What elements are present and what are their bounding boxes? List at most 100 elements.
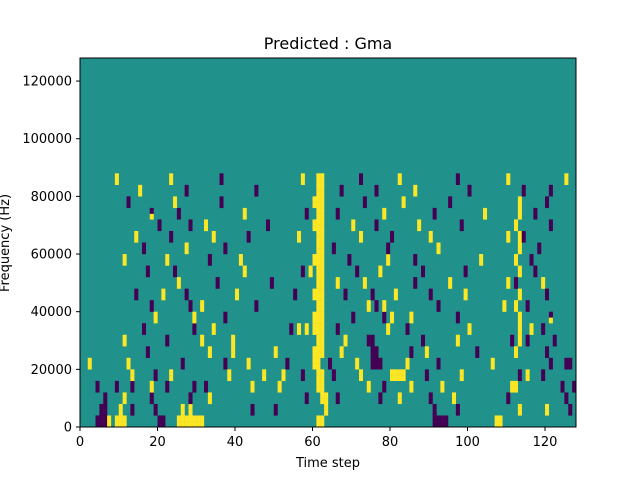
heatmap-cell xyxy=(145,265,150,272)
x-tick-label: 80 xyxy=(382,435,399,450)
heatmap-cell xyxy=(397,375,402,382)
heatmap-cell xyxy=(560,386,565,393)
heatmap-cell xyxy=(378,398,383,405)
heatmap-cell xyxy=(568,409,573,416)
heatmap-cell xyxy=(320,311,325,318)
heatmap-cell xyxy=(99,403,104,410)
heatmap-cell xyxy=(405,357,410,364)
heatmap-cell xyxy=(343,334,348,341)
heatmap-cell xyxy=(417,219,422,226)
heatmap-cell xyxy=(424,375,429,382)
heatmap-cell xyxy=(351,219,356,226)
heatmap-cell xyxy=(320,398,325,405)
heatmap-cell xyxy=(393,294,398,301)
heatmap-cell xyxy=(320,294,325,301)
heatmap-cell xyxy=(390,369,395,376)
heatmap-cell xyxy=(564,173,569,180)
heatmap-cell xyxy=(320,323,325,330)
heatmap-cell xyxy=(316,386,321,393)
heatmap-cell xyxy=(134,294,139,301)
heatmap-cell xyxy=(320,202,325,209)
heatmap-cell xyxy=(517,242,522,249)
heatmap-cell xyxy=(436,305,441,312)
heatmap-cell xyxy=(312,254,317,260)
heatmap-cell xyxy=(320,392,325,399)
heatmap-cell xyxy=(161,294,166,301)
heatmap-cell xyxy=(316,196,321,203)
heatmap-cell xyxy=(103,392,108,399)
heatmap-cell xyxy=(397,173,402,180)
heatmap-cell xyxy=(490,363,495,370)
heatmap-cell xyxy=(184,184,189,191)
heatmap-cell xyxy=(455,173,460,180)
heatmap-cell xyxy=(324,403,329,410)
heatmap-cell xyxy=(467,328,472,335)
heatmap-cell xyxy=(188,225,193,232)
heatmap-cell xyxy=(517,311,522,318)
heatmap-cell xyxy=(184,421,189,428)
heatmap-cell xyxy=(99,409,104,416)
heatmap-cell xyxy=(541,282,546,289)
heatmap-cell xyxy=(514,277,519,284)
heatmap-cell xyxy=(161,415,166,422)
heatmap-cell xyxy=(514,305,519,312)
heatmap-cell xyxy=(153,317,158,324)
heatmap-cell xyxy=(192,317,197,324)
heatmap-cell xyxy=(114,380,119,387)
heatmap-cell xyxy=(223,317,228,324)
heatmap-cell xyxy=(316,207,321,214)
heatmap-cell xyxy=(176,421,181,428)
heatmap-cell xyxy=(548,311,553,318)
heatmap-cell xyxy=(204,219,209,226)
heatmap-cell xyxy=(374,300,379,307)
heatmap-cell xyxy=(335,277,340,284)
heatmap-cell xyxy=(331,375,336,382)
heatmap-cell xyxy=(231,340,236,347)
heatmap-cell xyxy=(405,363,410,370)
heatmap-cell xyxy=(448,282,453,289)
heatmap-cell xyxy=(289,328,294,335)
heatmap-cell xyxy=(560,380,565,387)
heatmap-cell xyxy=(285,357,290,364)
heatmap-cell xyxy=(517,196,522,203)
heatmap-cell xyxy=(169,375,174,382)
heatmap-cell xyxy=(126,202,131,209)
heatmap-cell xyxy=(366,334,371,341)
heatmap-cell xyxy=(188,409,193,416)
heatmap-cell xyxy=(413,254,418,260)
heatmap-cell xyxy=(498,415,503,422)
heatmap-cell xyxy=(320,300,325,307)
heatmap-cell xyxy=(448,196,453,203)
heatmap-cell xyxy=(219,196,224,203)
heatmap-cell xyxy=(386,259,391,266)
heatmap-cell xyxy=(331,369,336,376)
heatmap-cell xyxy=(169,230,174,237)
heatmap-cell xyxy=(312,328,317,335)
heatmap-cell xyxy=(517,207,522,214)
x-tick-label: 20 xyxy=(149,435,166,450)
heatmap-cell xyxy=(184,190,189,197)
heatmap-cell xyxy=(250,380,255,387)
heatmap-cell xyxy=(142,328,147,335)
heatmap-cell xyxy=(324,392,329,399)
heatmap-cell xyxy=(173,271,178,278)
heatmap-cell xyxy=(517,294,522,301)
heatmap-cell xyxy=(390,375,395,382)
heatmap-cell xyxy=(107,421,112,428)
heatmap-cell xyxy=(316,230,321,237)
heatmap-cell xyxy=(572,386,577,393)
heatmap-cell xyxy=(320,352,325,358)
heatmap-cell xyxy=(312,202,317,209)
heatmap-cell xyxy=(316,294,321,301)
heatmap-cell xyxy=(122,254,127,260)
heatmap-cell xyxy=(320,334,325,341)
heatmap-cell xyxy=(130,375,135,382)
heatmap-cell xyxy=(401,202,406,209)
heatmap-cell xyxy=(335,328,340,335)
heatmap-cell xyxy=(541,277,546,284)
heatmap-cell xyxy=(548,190,553,197)
heatmap-cell xyxy=(463,271,468,278)
heatmap-cell xyxy=(386,248,391,255)
heatmap-cell xyxy=(533,271,538,278)
